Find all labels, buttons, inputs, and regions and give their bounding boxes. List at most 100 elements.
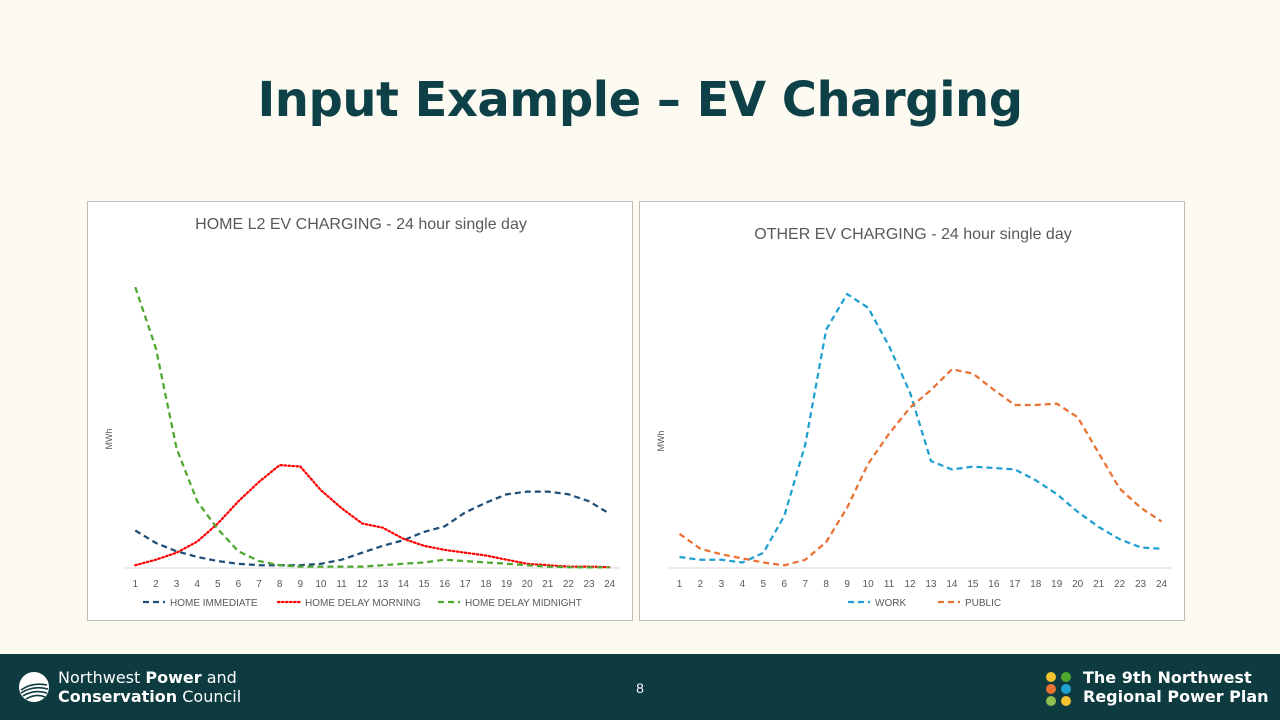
data-point-work [1056,493,1058,495]
data-point-home-immediate [505,493,507,495]
data-point-home-immediate [423,531,425,533]
data-point-work [930,460,932,462]
data-point-work [1097,526,1099,528]
x-tick-label: 1 [677,579,683,590]
data-point-home-immediate [444,525,446,527]
data-point-work [867,307,869,309]
x-tick-label: 3 [174,579,180,590]
nwpcc-name-bold: Conservation [58,687,178,706]
data-point-public [930,389,932,391]
x-tick-label: 20 [522,579,534,590]
x-tick-label: 15 [967,579,979,590]
data-point-public [699,548,701,550]
data-point-home-delay-midnight [217,528,219,530]
data-point-home-delay-morning [299,465,301,467]
x-tick-label: 23 [1135,579,1147,590]
x-tick-label: 10 [315,579,327,590]
series-line-public [678,368,1163,567]
data-point-public [720,553,722,555]
data-point-home-delay-morning [485,554,487,556]
data-point-work [1077,511,1079,513]
data-point-work [1014,468,1016,470]
power-plan-name: The 9th Northwest Regional Power Plan [1083,668,1269,706]
legend-label-home-delay-midnight: HOME DELAY MIDNIGHT [465,598,582,609]
data-point-home-delay-morning [361,522,363,524]
data-point-home-delay-midnight [340,565,342,567]
data-point-home-delay-midnight [361,565,363,567]
x-tick-label: 7 [256,579,262,590]
data-point-public [1056,402,1058,404]
x-tick-label: 22 [1114,579,1126,590]
data-point-work [972,465,974,467]
x-tick-label: 15 [419,579,431,590]
data-point-home-immediate [155,542,157,544]
data-point-home-delay-morning [423,545,425,547]
x-tick-label: 10 [863,579,875,590]
data-point-public [783,564,785,566]
x-tick-label: 6 [236,579,242,590]
data-point-home-immediate [464,511,466,513]
nwpcc-name-part: and [201,668,237,687]
nwpcc-name: Northwest Power and Conservation Council [58,668,241,706]
data-point-home-delay-midnight [402,563,404,565]
x-tick-label: 7 [802,579,808,590]
x-tick-label: 21 [542,579,554,590]
data-point-work [699,559,701,561]
x-tick-label: 19 [1051,579,1063,590]
data-point-home-delay-morning [320,489,322,491]
data-point-home-immediate [547,490,549,492]
legend-label-work: WORK [875,598,906,609]
x-tick-label: 21 [1093,579,1105,590]
data-point-public [1118,487,1120,489]
x-tick-label: 14 [946,579,958,590]
data-point-home-delay-morning [217,522,219,524]
data-point-public [1014,404,1016,406]
chart-title: HOME L2 EV CHARGING - 24 hour single day [195,216,527,233]
x-tick-label: 16 [439,579,451,590]
nwpcc-name-bold: Power [145,668,202,687]
nwpcc-name-part: Northwest [58,668,146,687]
data-point-home-delay-morning [237,500,239,502]
data-point-home-delay-morning [464,552,466,554]
power-plan-line2: Regional Power Plan [1083,687,1269,706]
slide-title: Input Example – EV Charging [257,72,1023,128]
x-tick-label: 8 [823,579,829,590]
data-point-home-delay-midnight [155,347,157,349]
data-point-home-delay-midnight [134,286,136,288]
x-tick-label: 6 [781,579,787,590]
data-point-home-delay-morning [444,549,446,551]
data-point-home-immediate [258,564,260,566]
data-point-public [741,557,743,559]
nwpcc-logo-icon [19,672,49,702]
data-point-public [993,389,995,391]
legend-label-home-delay-morning: HOME DELAY MORNING [305,598,421,609]
x-tick-label: 13 [925,579,937,590]
data-point-home-delay-midnight [588,566,590,568]
x-tick-label: 2 [698,579,704,590]
other-charging-chart: OTHER EV CHARGING - 24 hour single day MW… [639,201,1185,621]
data-point-home-delay-morning [382,527,384,529]
y-axis-label: MWh [656,431,666,452]
data-point-work [993,467,995,469]
x-tick-label: 8 [277,579,283,590]
data-point-home-delay-midnight [526,564,528,566]
data-point-public [846,507,848,509]
data-point-public [867,463,869,465]
x-tick-label: 4 [740,579,746,590]
x-tick-label: 19 [501,579,513,590]
data-point-home-delay-midnight [279,564,281,566]
data-point-work [1139,546,1141,548]
x-tick-label: 2 [153,579,159,590]
home-charging-chart: HOME L2 EV CHARGING - 24 hour single day… [87,201,633,621]
data-point-home-delay-midnight [464,560,466,562]
y-axis-label: MWh [104,429,114,450]
nwpcc-name-line2: Conservation Council [58,687,241,706]
data-point-home-immediate [567,493,569,495]
data-point-home-immediate [361,552,363,554]
data-point-home-delay-midnight [320,565,322,567]
data-point-public [888,433,890,435]
data-point-home-immediate [237,563,239,565]
data-point-home-delay-midnight [175,447,177,449]
x-tick-label: 13 [377,579,389,590]
other-charging-chart-svg: OTHER EV CHARGING - 24 hour single day MW… [656,226,1172,609]
